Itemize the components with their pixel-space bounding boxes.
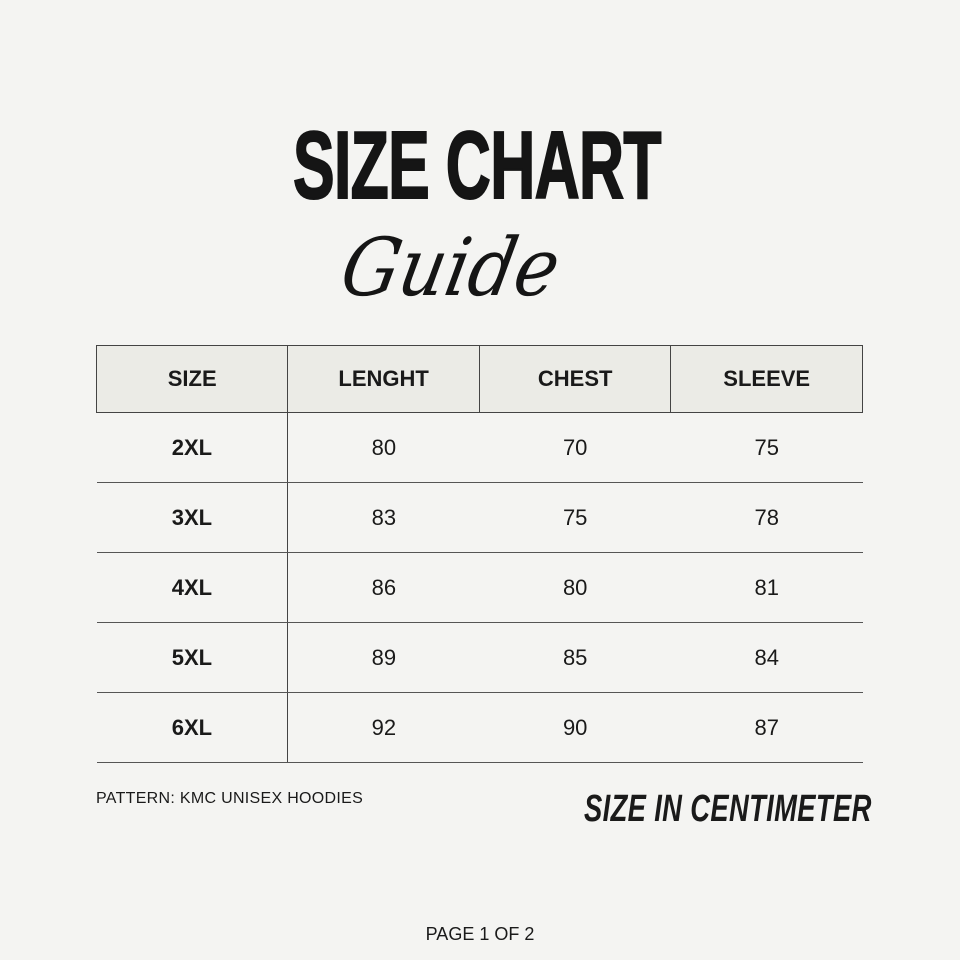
cell-length: 86: [287, 552, 480, 623]
cell-chest: 80: [479, 552, 671, 623]
cell-size: 5XL: [96, 622, 289, 693]
header-sleeve: SLEEVE: [670, 345, 863, 413]
cell-size: 3XL: [96, 482, 289, 553]
cell-chest: 90: [479, 692, 671, 763]
title-main: SIZE CHART: [292, 112, 662, 219]
cell-sleeve: 75: [670, 412, 863, 483]
cell-length: 80: [287, 412, 480, 483]
cell-sleeve: 78: [670, 482, 863, 553]
cell-size: 4XL: [96, 552, 289, 623]
cell-chest: 70: [479, 412, 671, 483]
table-row: 2XL 80 70 75: [96, 412, 863, 483]
size-table: SIZE LENGHT CHEST SLEEVE 2XL 80 70 75 3X…: [95, 345, 863, 763]
cell-length: 83: [287, 482, 480, 553]
title-script: Guide: [334, 221, 568, 314]
table-row: 4XL 86 80 81: [96, 552, 863, 623]
cell-chest: 85: [479, 622, 671, 693]
unit-note: SIZE IN CENTIMETER: [584, 788, 872, 830]
cell-chest: 75: [479, 482, 671, 553]
cell-sleeve: 81: [670, 552, 863, 623]
cell-sleeve: 84: [670, 622, 863, 693]
cell-length: 92: [287, 692, 480, 763]
table-row: 5XL 89 85 84: [96, 622, 863, 693]
header-size: SIZE: [95, 345, 289, 413]
page-title: SIZE CHART: [292, 112, 665, 219]
cell-size: 2XL: [96, 412, 289, 483]
table-row: 3XL 83 75 78: [96, 482, 863, 553]
table-row: 6XL 92 90 87: [96, 692, 863, 763]
cell-size: 6XL: [96, 692, 289, 763]
header-length: LENGHT: [287, 345, 480, 413]
page-indicator: PAGE 1 OF 2: [425, 924, 535, 944]
cell-sleeve: 87: [670, 692, 863, 763]
table-header-row: SIZE LENGHT CHEST SLEEVE: [95, 345, 863, 413]
header-chest: CHEST: [478, 345, 672, 413]
cell-length: 89: [287, 622, 480, 693]
pattern-label: PATTERN: KMC UNISEX HOODIES: [96, 790, 364, 807]
